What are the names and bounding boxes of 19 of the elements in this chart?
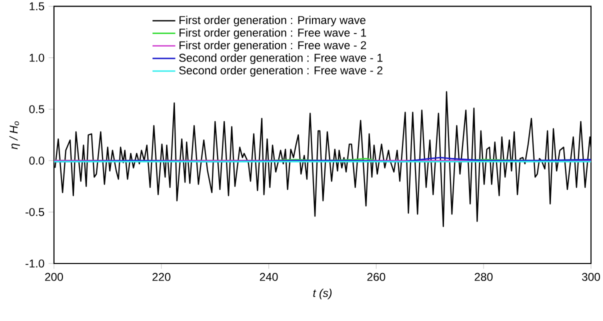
x-axis-title: t (s)	[313, 288, 332, 300]
x-tick-label: 200	[45, 272, 63, 281]
y-tick-label: 1.5	[30, 2, 44, 10]
y-tick-label: -1.0	[26, 260, 44, 268]
x-tick-label: 260	[367, 272, 386, 281]
x-tick-label: 280	[474, 272, 493, 281]
legend-label: First order generation : Free wave - 2	[180, 41, 366, 52]
legend-label: First order generation : Free wave - 1	[180, 28, 366, 39]
legend-label: Second order generation : Free wave - 1	[179, 54, 382, 64]
y-tick-label: 0.5	[29, 105, 44, 114]
y-tick-label: 1.0	[30, 54, 44, 62]
y-tick-label: 0.0	[29, 156, 44, 165]
legend-label: First order generation : Primary wave	[180, 16, 366, 26]
x-tick-label: 220	[152, 272, 170, 281]
y-axis-title: η / H$_{o}$	[9, 121, 20, 150]
y-tick-label: -0.5	[26, 208, 44, 216]
x-tick-label: 300	[582, 272, 600, 281]
x-tick-label: 240	[260, 272, 278, 281]
legend-label: Second order generation : Free wave - 2	[179, 66, 382, 77]
